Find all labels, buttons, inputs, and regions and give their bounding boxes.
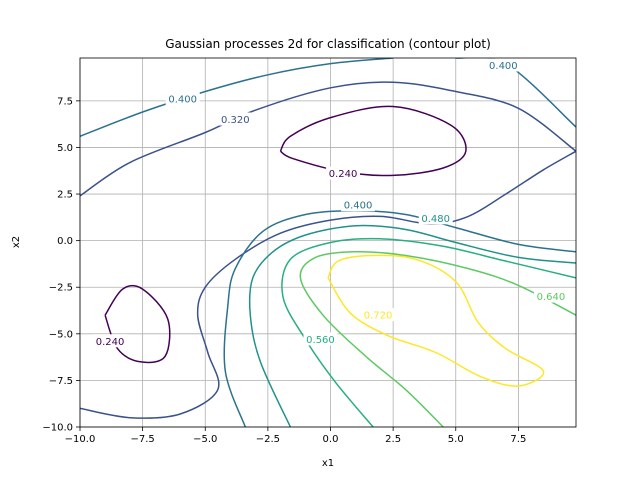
contour-line-0.40-6 xyxy=(223,210,576,427)
contour-labels: 0.400 0.320 0.400 0.240 0.400 0.480 0.240 0.560… xyxy=(93,58,568,348)
contour-line-0.32-3 xyxy=(80,150,576,419)
y-tick-label-4: 0.0 xyxy=(57,236,73,247)
x-tick-label-0: −10.0 xyxy=(65,434,96,445)
contour-label-bg-5 xyxy=(418,211,453,225)
x-axis: −10.0 −7.5 −5.0 −2.5 0.0 2.5 5.0 7.5 xyxy=(65,427,526,445)
x-tick-label-4: 0.0 xyxy=(323,434,339,445)
contour-label-bg-7 xyxy=(303,332,338,346)
contour-label-4: 0.400 xyxy=(344,201,373,212)
contour-label-bg-9 xyxy=(533,289,568,303)
contour-line-0.40-4 xyxy=(80,58,394,137)
x-tick-label-7: 7.5 xyxy=(510,434,526,445)
contour-label-2: 0.400 xyxy=(489,61,518,72)
x-axis-label: x1 xyxy=(322,458,334,469)
contour-label-5: 0.480 xyxy=(421,214,450,225)
y-axis: −10.0 −7.5 −5.0 −2.5 0.0 2.5 5.0 7.5 xyxy=(42,96,80,434)
contour-line-0.48-7 xyxy=(248,224,576,427)
y-tick-label-0: −10.0 xyxy=(42,423,73,434)
y-tick-label-6: 5.0 xyxy=(57,143,73,154)
contour-label-bg-1 xyxy=(218,112,253,126)
y-tick-label-5: 2.5 xyxy=(57,190,73,201)
plot-frame xyxy=(79,57,577,428)
x-tick-label-2: −5.0 xyxy=(193,434,217,445)
y-tick-label-2: −5.0 xyxy=(49,329,73,340)
contour-label-bg-8 xyxy=(361,308,396,322)
contour-label-9: 0.640 xyxy=(537,292,566,303)
contour-label-0: 0.400 xyxy=(168,95,197,106)
contour-label-6: 0.240 xyxy=(96,337,125,348)
contour-label-bg-6 xyxy=(93,334,128,348)
y-tick-label-7: 7.5 xyxy=(57,96,73,107)
contour-lines xyxy=(80,58,576,427)
x-tick-label-3: −2.5 xyxy=(256,434,280,445)
y-axis-label: x2 xyxy=(11,236,22,248)
contour-line-0.24-1 xyxy=(104,284,171,364)
contour-label-7: 0.560 xyxy=(306,335,335,346)
contour-label-3: 0.240 xyxy=(329,169,358,180)
x-tick-label-6: 5.0 xyxy=(448,434,464,445)
contour-label-1: 0.320 xyxy=(221,115,250,126)
x-tick-label-5: 2.5 xyxy=(385,434,401,445)
x-tick-label-1: −7.5 xyxy=(130,434,154,445)
contour-label-bg-0 xyxy=(165,92,200,105)
contour-line-0.56-8 xyxy=(281,237,576,427)
contour-label-bg-4 xyxy=(341,198,376,212)
y-tick-label-3: −2.5 xyxy=(49,283,73,294)
contour-line-0.32-2 xyxy=(80,81,576,197)
contour-line-0.64-9 xyxy=(299,251,576,427)
contour-label-8: 0.720 xyxy=(364,311,393,322)
contour-label-bg-3 xyxy=(326,166,361,180)
contour-label-bg-2 xyxy=(486,58,521,72)
y-tick-label-1: −7.5 xyxy=(49,376,73,387)
contour-line-0.72-10 xyxy=(327,254,545,387)
chart-title: Gaussian processes 2d for classification… xyxy=(165,37,491,51)
